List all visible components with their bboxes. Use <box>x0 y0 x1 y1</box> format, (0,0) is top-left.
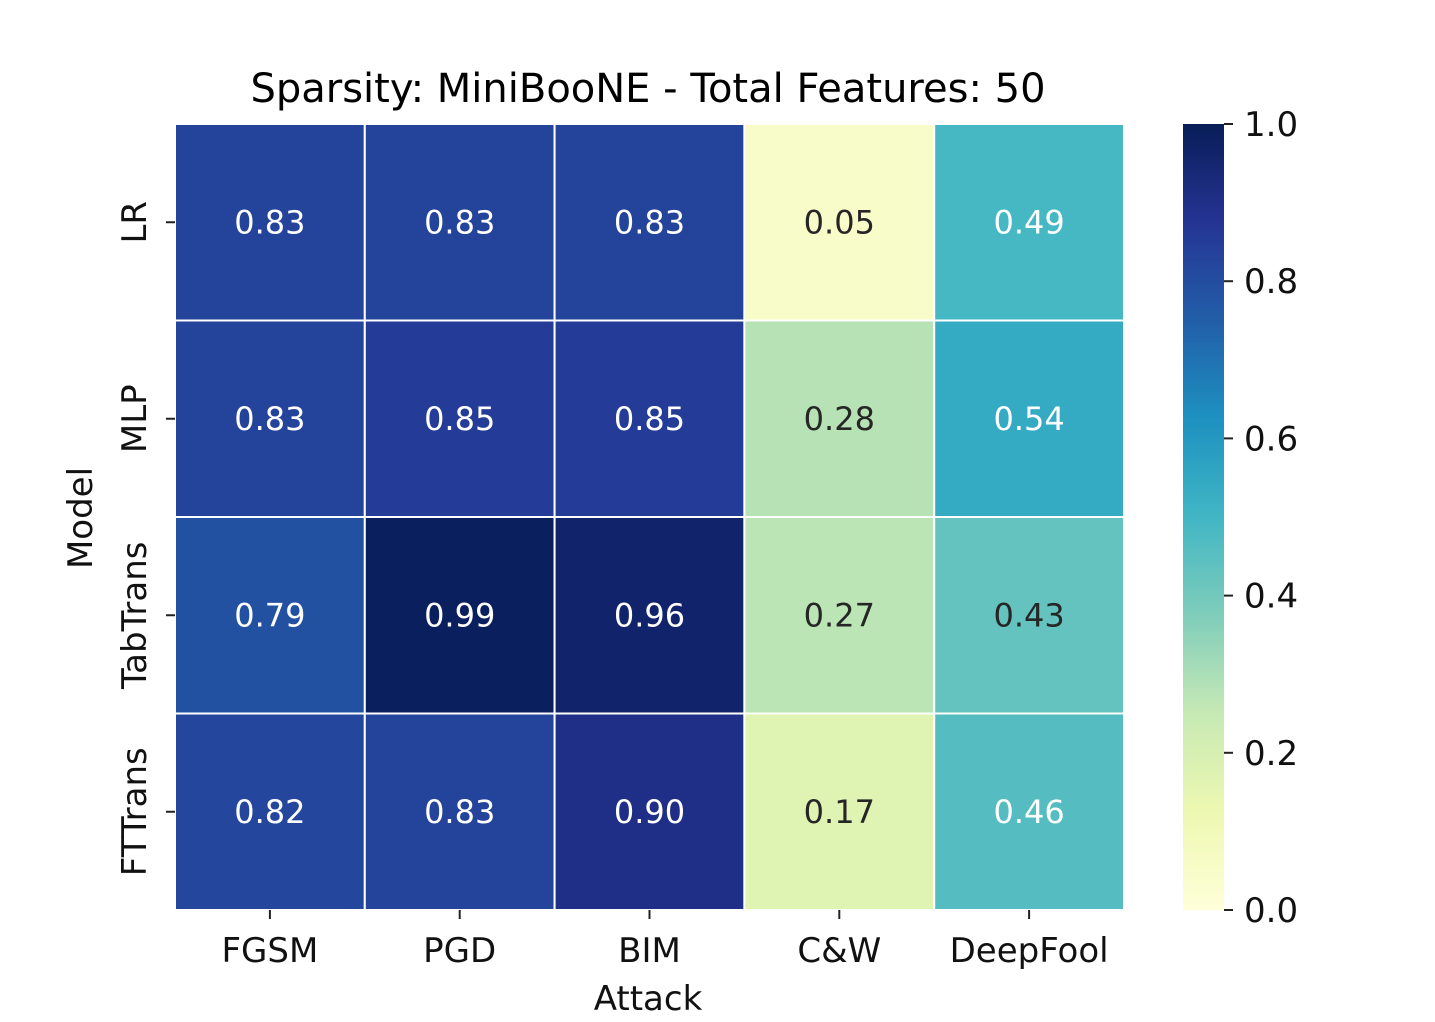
cell-value-label: 0.46 <box>993 793 1064 831</box>
y-tick-label: LR <box>115 201 155 244</box>
y-tick-label: MLP <box>115 384 155 453</box>
cell-value-label: 0.49 <box>993 203 1064 241</box>
cell-value-label: 0.83 <box>424 203 495 241</box>
cell-value-label: 0.85 <box>424 400 495 438</box>
x-tick-label: C&W <box>797 931 881 971</box>
heatmap-cell <box>363 123 556 322</box>
cell-value-label: 0.54 <box>993 400 1064 438</box>
heatmap-cell <box>363 712 556 911</box>
y-axis-label: Model <box>61 467 101 569</box>
heatmap-cell <box>743 516 936 715</box>
heatmap-cell <box>363 516 556 715</box>
cell-value-label: 0.79 <box>234 596 305 634</box>
x-axis-label: Attack <box>594 979 703 1019</box>
cell-value-label: 0.43 <box>993 596 1064 634</box>
heatmap-cell <box>933 123 1126 322</box>
heatmap-cell <box>933 516 1126 715</box>
colorbar-tick-label: 0.4 <box>1244 577 1298 617</box>
cell-value-label: 0.85 <box>614 400 685 438</box>
cell-value-label: 0.83 <box>614 203 685 241</box>
colorbar-tick-label: 0.6 <box>1244 419 1298 459</box>
chart-title: Sparsity: MiniBooNE - Total Features: 50 <box>250 66 1045 112</box>
y-axis-ticks: LR MLP TabTrans FTTrans <box>115 201 175 876</box>
cell-value-label: 0.83 <box>424 793 495 831</box>
cell-value-label: 0.83 <box>234 203 305 241</box>
heatmap-cell <box>553 516 746 715</box>
y-tick-label: FTTrans <box>115 747 155 876</box>
heatmap-cell <box>743 123 936 322</box>
y-tick-label: TabTrans <box>115 542 155 690</box>
heatmap-cell <box>553 712 746 911</box>
colorbar <box>1183 124 1224 910</box>
cell-value-label: 0.96 <box>614 596 685 634</box>
x-axis-ticks: FGSM PGD BIM C&W DeepFool <box>221 910 1109 971</box>
colorbar-tick-label: 0.2 <box>1244 734 1298 774</box>
colorbar-tick-label: 0.8 <box>1244 262 1298 302</box>
colorbar-tick-label: 0.0 <box>1244 891 1298 931</box>
colorbar-ticks: 0.0 0.2 0.4 0.6 0.8 1.0 <box>1224 105 1298 931</box>
x-tick-label: PGD <box>423 931 496 971</box>
x-tick-label: FGSM <box>221 931 318 971</box>
heatmap-cells: 0.83 0.83 0.83 0.05 0.49 0.83 0.85 0.85 0.28 0.54… <box>174 123 1126 911</box>
cell-value-label: 0.82 <box>234 793 305 831</box>
heatmap-cell <box>174 123 366 322</box>
colorbar-tick-label: 1.0 <box>1244 105 1298 145</box>
cell-value-label: 0.05 <box>804 203 875 241</box>
heatmap-cell <box>553 123 746 322</box>
cell-value-label: 0.90 <box>614 793 685 831</box>
heatmap-cell <box>933 319 1126 518</box>
cell-value-label: 0.27 <box>804 596 875 634</box>
cell-value-label: 0.28 <box>804 400 875 438</box>
cell-value-label: 0.99 <box>424 596 495 634</box>
cell-value-label: 0.83 <box>234 400 305 438</box>
x-tick-label: BIM <box>618 931 681 971</box>
heatmap-cell <box>174 319 366 518</box>
x-tick-label: DeepFool <box>950 931 1109 971</box>
heatmap-cell <box>743 712 936 911</box>
heatmap-cell <box>553 319 746 518</box>
cell-value-label: 0.17 <box>804 793 875 831</box>
heatmap-cell <box>933 712 1126 911</box>
